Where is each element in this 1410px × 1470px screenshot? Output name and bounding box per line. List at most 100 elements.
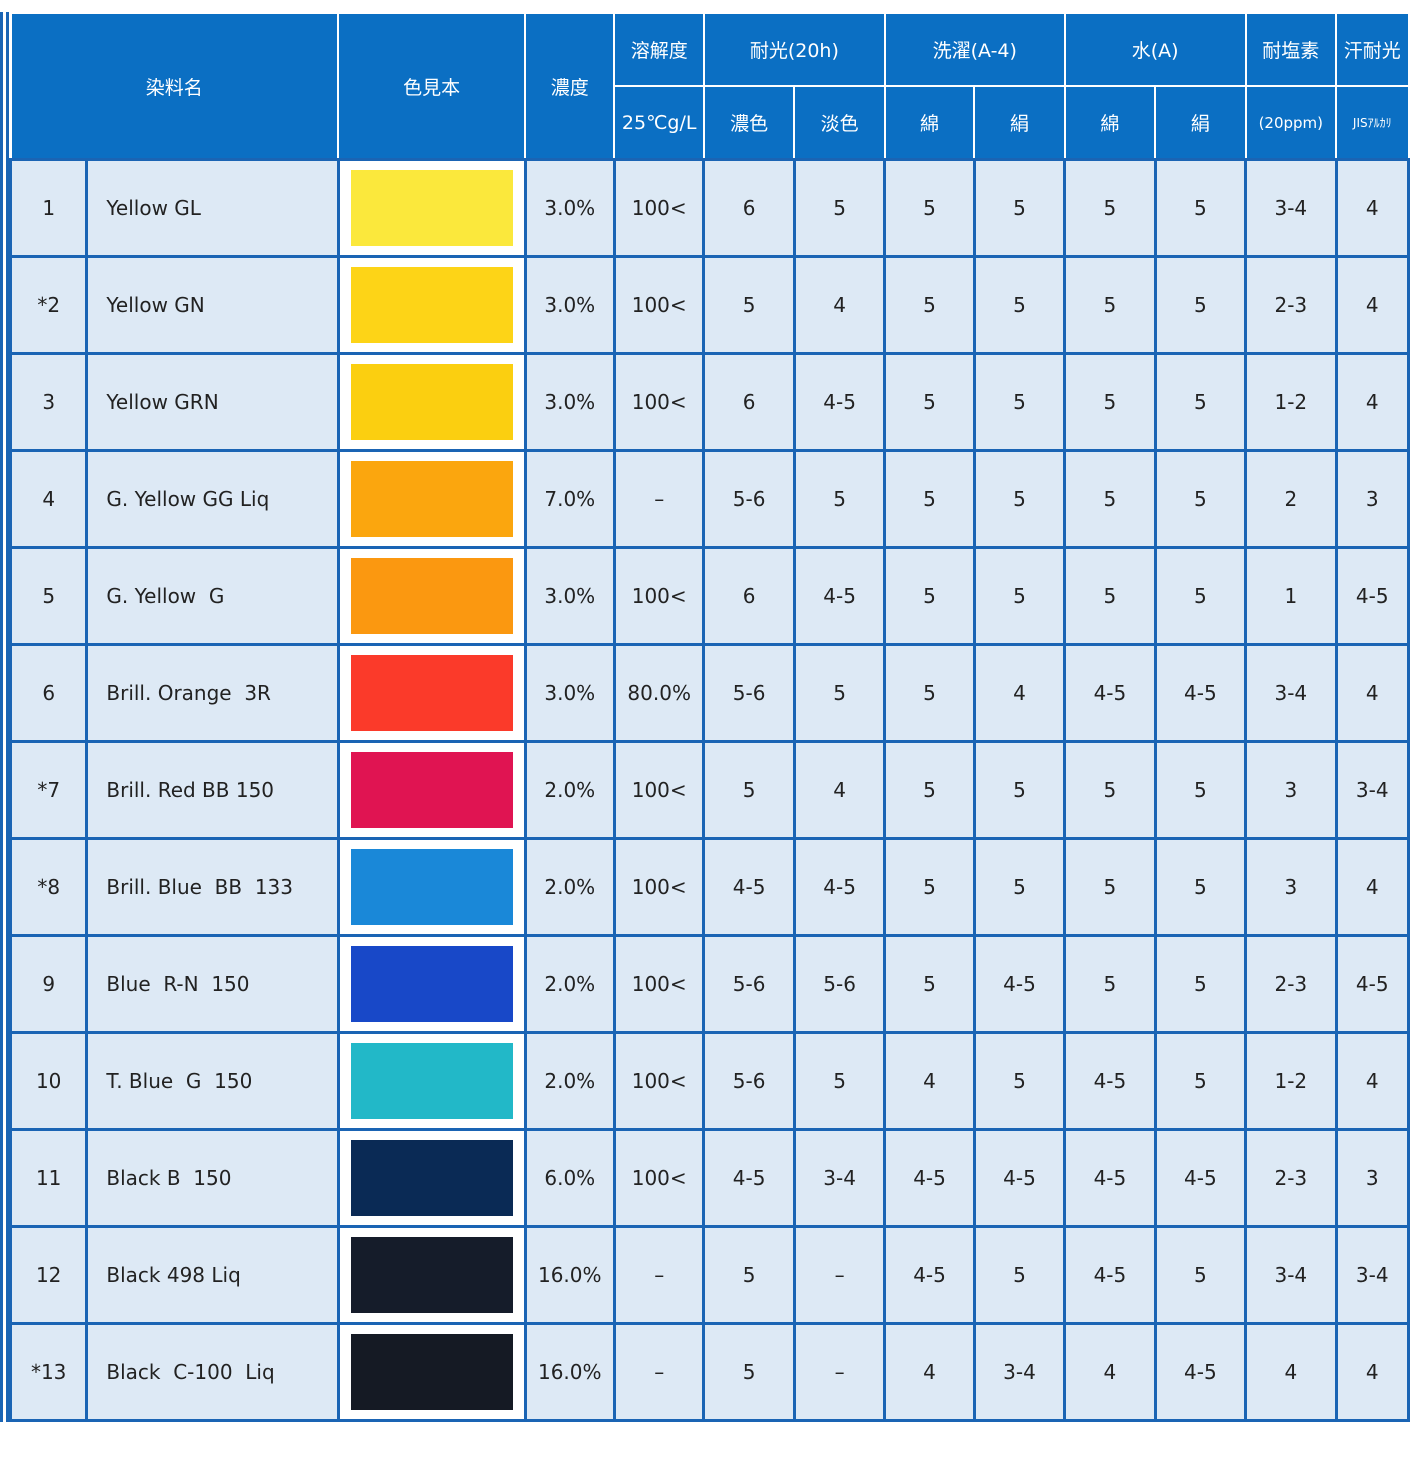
cell: 100<	[614, 936, 703, 1033]
cell: 4-5	[704, 839, 794, 936]
cell: 5	[1155, 936, 1245, 1033]
cell: 5-6	[704, 645, 794, 742]
cell: 5	[885, 645, 974, 742]
cell: 5	[885, 548, 974, 645]
cell: 5-6	[704, 451, 794, 548]
cell: 3-4	[1246, 160, 1336, 257]
cell: 4-5	[885, 1130, 974, 1227]
dye-name: Brill. Blue BB 133	[87, 839, 338, 936]
cell: 1	[1246, 548, 1336, 645]
cell: 5-6	[704, 1033, 794, 1130]
cell: 5	[1155, 1033, 1245, 1130]
dye-name: Yellow GRN	[87, 354, 338, 451]
cell: 2.0%	[525, 839, 614, 936]
color-swatch	[351, 849, 513, 925]
cell: 5	[1065, 936, 1155, 1033]
cell: –	[614, 1227, 703, 1324]
header-cell: 水(A)	[1065, 13, 1246, 86]
cell: 5	[704, 1227, 794, 1324]
cell: 6	[704, 160, 794, 257]
cell: 5	[1155, 1227, 1245, 1324]
cell: 3	[1336, 1130, 1408, 1227]
swatch-cell	[338, 1227, 525, 1324]
cell: 7.0%	[525, 451, 614, 548]
cell: 3-4	[974, 1324, 1064, 1421]
swatch-cell	[338, 1324, 525, 1421]
cell: 2	[1246, 451, 1336, 548]
cell: 4	[1336, 645, 1408, 742]
cell: 4	[1336, 257, 1408, 354]
header-cell: 淡色	[794, 86, 884, 160]
cell: 4	[1336, 1324, 1408, 1421]
table-row: *8Brill. Blue BB 1332.0%100<4-54-5555534	[11, 839, 1409, 936]
cell: 4	[794, 257, 884, 354]
header-cell: JISｱﾙｶﾘ	[1336, 86, 1408, 160]
cell: 4-5	[1065, 1227, 1155, 1324]
color-swatch	[351, 1334, 513, 1410]
header-cell: 洗濯(A-4)	[885, 13, 1065, 86]
cell: 3-4	[1336, 1227, 1408, 1324]
cell: 100<	[614, 1130, 703, 1227]
header-cell: 色見本	[338, 13, 525, 160]
cell: 1	[11, 160, 87, 257]
cell: 5	[974, 451, 1064, 548]
header-row: 染料名色見本濃度溶解度耐光(20h)洗濯(A-4)水(A)耐塩素汗耐光	[11, 13, 1409, 86]
cell: 5-6	[794, 936, 884, 1033]
cell: 3.0%	[525, 257, 614, 354]
table-row: 4G. Yellow GG Liq7.0%–5-65555523	[11, 451, 1409, 548]
dye-name: Blue R-N 150	[87, 936, 338, 1033]
cell: 3-4	[794, 1130, 884, 1227]
table-row: *2Yellow GN3.0%100<5455552-34	[11, 257, 1409, 354]
dye-name: Brill. Orange 3R	[87, 645, 338, 742]
cell: 3.0%	[525, 160, 614, 257]
cell: 4-5	[885, 1227, 974, 1324]
color-swatch	[351, 364, 513, 440]
cell: 100<	[614, 742, 703, 839]
cell: 1-2	[1246, 1033, 1336, 1130]
header-cell: 絹	[974, 86, 1064, 160]
header-cell: 耐塩素	[1246, 13, 1336, 86]
cell: 5	[885, 160, 974, 257]
dye-name: G. Yellow GG Liq	[87, 451, 338, 548]
cell: 4-5	[1155, 645, 1245, 742]
swatch-cell	[338, 839, 525, 936]
cell: 3	[11, 354, 87, 451]
cell: 5	[11, 548, 87, 645]
cell: 5	[974, 1033, 1064, 1130]
cell: 4	[974, 645, 1064, 742]
swatch-cell	[338, 548, 525, 645]
cell: 4-5	[1336, 936, 1408, 1033]
cell: 4-5	[794, 839, 884, 936]
cell: 100<	[614, 354, 703, 451]
cell: 4	[1336, 839, 1408, 936]
cell: 5	[974, 257, 1064, 354]
cell: 5	[974, 1227, 1064, 1324]
cell: 5	[794, 1033, 884, 1130]
header-cell: 溶解度	[614, 13, 703, 86]
cell: 9	[11, 936, 87, 1033]
cell: 5	[885, 257, 974, 354]
cell: 4-5	[1336, 548, 1408, 645]
color-swatch	[351, 267, 513, 343]
cell: 100<	[614, 1033, 703, 1130]
cell: 4	[885, 1324, 974, 1421]
cell: 5	[1065, 742, 1155, 839]
cell: 5	[1065, 548, 1155, 645]
cell: 5-6	[704, 936, 794, 1033]
cell: 5	[885, 354, 974, 451]
cell: 12	[11, 1227, 87, 1324]
cell: 5	[1065, 839, 1155, 936]
dye-name: Yellow GN	[87, 257, 338, 354]
swatch-cell	[338, 936, 525, 1033]
cell: 10	[11, 1033, 87, 1130]
cell: 4-5	[1065, 1033, 1155, 1130]
cell: 100<	[614, 548, 703, 645]
cell: 5	[974, 354, 1064, 451]
cell: 4-5	[974, 1130, 1064, 1227]
cell: 5	[885, 742, 974, 839]
dye-name: Black C-100 Liq	[87, 1324, 338, 1421]
cell: 1-2	[1246, 354, 1336, 451]
